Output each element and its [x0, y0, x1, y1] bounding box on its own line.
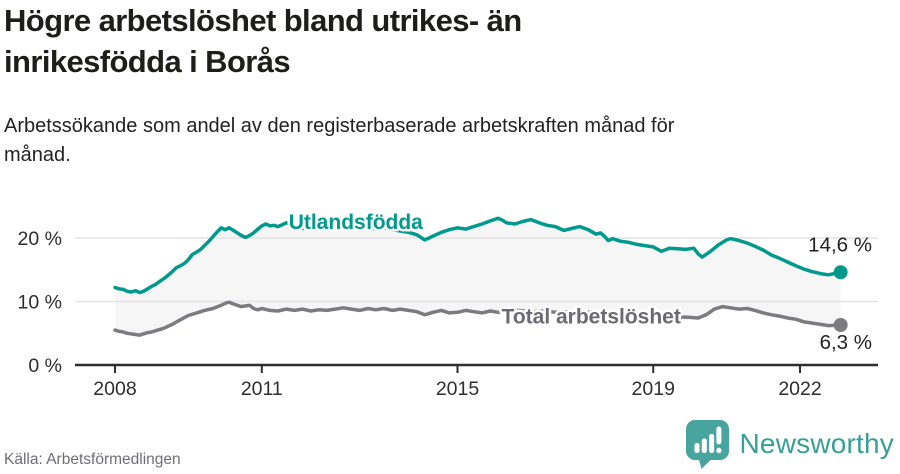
series-end-dot-2 — [833, 317, 848, 332]
subtitle-line-1: Arbetssökande som andel av den registerb… — [4, 115, 675, 137]
title-line-2: inrikesfödda i Borås — [4, 44, 291, 79]
end-value-label-2: 6,3 % — [820, 331, 872, 354]
area-between-series — [115, 218, 841, 336]
series-end-dot-1 — [833, 265, 848, 280]
y-tick-label: 0 % — [28, 355, 62, 377]
series-line-1 — [113, 216, 843, 295]
x-tick-label: 2022 — [778, 378, 821, 400]
series-line-2 — [113, 300, 843, 337]
x-tick-label: 2015 — [436, 378, 480, 400]
newsworthy-logo[interactable]: Newsworthy — [685, 419, 894, 469]
y-tick-label: 10 % — [18, 292, 62, 314]
source-note: Källa: Arbetsförmedlingen — [4, 451, 181, 468]
chart-subtitle: Arbetssökande som andel av den registerb… — [4, 112, 864, 170]
series-label-1: Utlandsfödda — [289, 211, 423, 234]
y-tick-label: 20 % — [18, 228, 62, 250]
x-tick-label: 2011 — [241, 378, 283, 400]
x-tick-label: 2008 — [93, 378, 136, 400]
newsworthy-wordmark: Newsworthy — [739, 428, 894, 459]
x-tick-label: 2019 — [632, 378, 675, 400]
title-line-1: Högre arbetslöshet bland utrikes- än — [4, 3, 522, 38]
line-chart: 2008 2011 2015 2019 2022 0 % 10 % 20 % Utlandsfö… — [18, 209, 878, 400]
end-value-label-1: 14,6 % — [808, 233, 872, 256]
series-label-2: Total arbetslöshet — [502, 306, 681, 329]
page-title: Högre arbetslöshet bland utrikes- än inri… — [4, 0, 764, 82]
newsworthy-logo-icon — [685, 420, 729, 469]
subtitle-line-2: månad. — [4, 144, 71, 166]
